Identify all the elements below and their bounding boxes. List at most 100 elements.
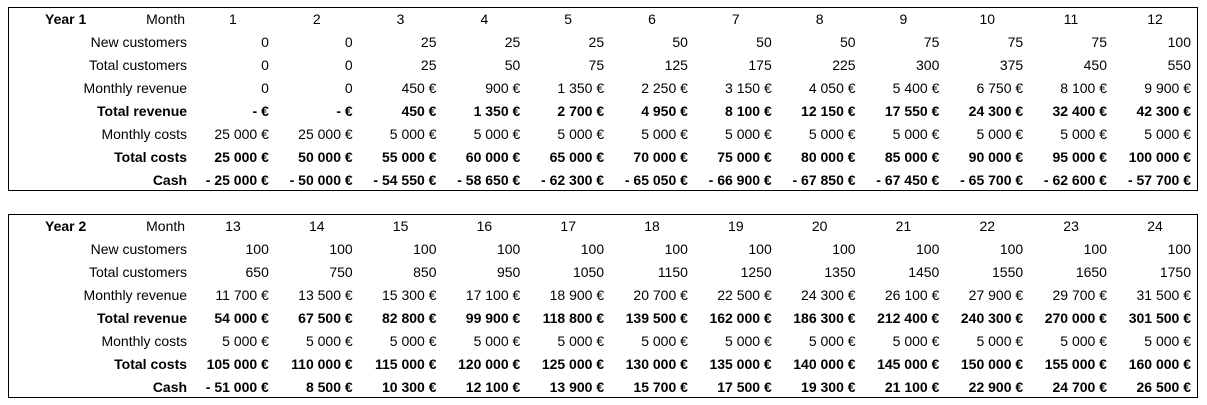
- table-cell: 5 000 €: [473, 333, 521, 349]
- table-cell: 75: [923, 34, 940, 50]
- table-cell: 100: [999, 241, 1024, 257]
- table-cell: 95 000 €: [1052, 149, 1107, 165]
- table-cell: 1 350 €: [473, 103, 521, 119]
- table-cell: 900 €: [485, 80, 521, 96]
- month-number: 16: [476, 218, 493, 234]
- table-cell: 75: [1007, 34, 1024, 50]
- table-row: Monthly costs 25 000 € 25 000 € 5 000 € 5 00…: [9, 123, 1197, 146]
- row-label: Cash: [152, 379, 188, 395]
- table-cell: - 25 000 €: [205, 172, 269, 188]
- table-row: New customers 100 100 100 100 100 100 100 100 100…: [9, 238, 1197, 261]
- table-cell: 5 000 €: [389, 126, 437, 142]
- table-cell: 8 500 €: [305, 379, 353, 395]
- table-cell: 24 300 €: [801, 287, 856, 303]
- table-cell: 100: [1083, 241, 1107, 257]
- table-cell: 5 000 €: [725, 333, 772, 349]
- row-label: Monthly costs: [101, 333, 188, 349]
- month-number: 18: [644, 218, 660, 234]
- month-number: 17: [560, 218, 576, 234]
- table-cell: 100: [916, 241, 940, 257]
- table-cell: 12 100 €: [465, 379, 521, 395]
- table-cell: - 62 600 €: [1043, 172, 1107, 188]
- table-cell: 110 000 €: [291, 356, 353, 372]
- table-cell: 5 000 €: [976, 333, 1024, 349]
- table-cell: 1450: [908, 264, 940, 280]
- table-cell: 100: [832, 241, 856, 257]
- table-cell: 0: [261, 57, 269, 73]
- month-number: 12: [1147, 11, 1163, 27]
- month-number: 13: [225, 218, 241, 234]
- table-cell: - 67 450 €: [876, 172, 940, 188]
- month-number: 5: [564, 11, 573, 27]
- row-label: Total costs: [114, 356, 188, 372]
- table-cell: 118 800 €: [542, 310, 605, 326]
- table-cell: 450 €: [401, 103, 437, 119]
- table-cell: 175: [748, 57, 772, 73]
- month-number: 24: [1147, 218, 1163, 234]
- month-number: 14: [308, 218, 325, 234]
- table-row: Cash - 25 000 € - 50 000 € - 54 550 € - 58 6…: [9, 169, 1197, 192]
- month-number: 9: [899, 11, 908, 27]
- table-cell: 950: [496, 264, 521, 280]
- table-cell: - 65 050 €: [624, 172, 688, 188]
- month-number: 7: [731, 11, 740, 27]
- table-cell: 5 000 €: [1060, 333, 1107, 349]
- table-cell: 1150: [657, 264, 688, 280]
- table-cell: 5 000 €: [1144, 126, 1191, 142]
- table-cell: 5 000 €: [389, 333, 437, 349]
- table-cell: 0: [344, 80, 353, 96]
- table-cell: 8 100 €: [1060, 80, 1107, 96]
- table-cell: 0: [261, 80, 269, 96]
- table-cell: 29 700 €: [1052, 287, 1107, 303]
- table-cell: 0: [344, 57, 353, 73]
- table-cell: 50 000 €: [298, 149, 353, 165]
- table-cell: 100: [496, 241, 521, 257]
- table-cell: 11 700 €: [215, 287, 269, 303]
- table-cell: 26 100 €: [884, 287, 940, 303]
- table-cell: 70 000 €: [633, 149, 688, 165]
- table-row: Monthly costs 5 000 € 5 000 € 5 000 € 5 000 …: [9, 330, 1197, 353]
- year-2-table: Year 2 Month 13 14 15 16 17 18 19 20 21 22 23 24 New c…: [8, 214, 1198, 398]
- month-label: Month: [146, 218, 186, 234]
- table-cell: 25 000 €: [214, 149, 269, 165]
- row-label: Total costs: [114, 149, 188, 165]
- table-cell: 24 300 €: [968, 103, 1024, 119]
- table-cell: 5 400 €: [892, 80, 940, 96]
- table-cell: 85 000 €: [884, 149, 940, 165]
- table-cell: 1 350 €: [557, 80, 605, 96]
- table-cell: 15 300 €: [381, 287, 437, 303]
- table-cell: 225: [832, 57, 856, 73]
- table-cell: - 51 000 €: [205, 379, 269, 395]
- row-label: Monthly revenue: [83, 287, 188, 303]
- table-cell: 65 000 €: [549, 149, 605, 165]
- table-row: Monthly revenue 11 700 € 13 500 € 15 300 € 1…: [9, 284, 1197, 307]
- row-label: Cash: [152, 172, 188, 188]
- table-cell: 25: [588, 34, 605, 50]
- table-row: Total revenue 54 000 € 67 500 € 82 800 € 99 …: [9, 307, 1197, 330]
- table-cell: 212 400 €: [877, 310, 940, 326]
- table-row: New customers 0 0 25 25 25 50 50 50 75 75 75 100: [9, 31, 1197, 54]
- table-cell: 20 700 €: [633, 287, 688, 303]
- table-cell: 25: [420, 34, 437, 50]
- month-number: 10: [979, 11, 996, 27]
- table-cell: 31 500 €: [1136, 287, 1192, 303]
- month-number: 21: [895, 218, 912, 234]
- table-cell: 270 000 €: [1044, 310, 1107, 326]
- table-cell: 60 000 €: [465, 149, 521, 165]
- table-cell: 13 500 €: [298, 287, 353, 303]
- table-cell: 5 000 €: [892, 333, 940, 349]
- table-cell: - 66 900 €: [708, 172, 772, 188]
- table-cell: - €: [336, 103, 353, 119]
- table-cell: 99 900 €: [465, 310, 521, 326]
- table-cell: 750: [329, 264, 353, 280]
- year-label: Year 1: [45, 11, 87, 27]
- table-cell: 15 700 €: [633, 379, 688, 395]
- month-number: 20: [811, 218, 828, 234]
- table-cell: 54 000 €: [214, 310, 269, 326]
- table-row: Total revenue - € - € 450 € 1 350 € 2 700 € 4 …: [9, 100, 1197, 123]
- row-label: Total revenue: [97, 310, 188, 326]
- table-cell: 186 300 €: [793, 310, 856, 326]
- table-cell: 100: [748, 241, 772, 257]
- table-cell: 2 700 €: [557, 103, 605, 119]
- month-number: 11: [1063, 11, 1079, 27]
